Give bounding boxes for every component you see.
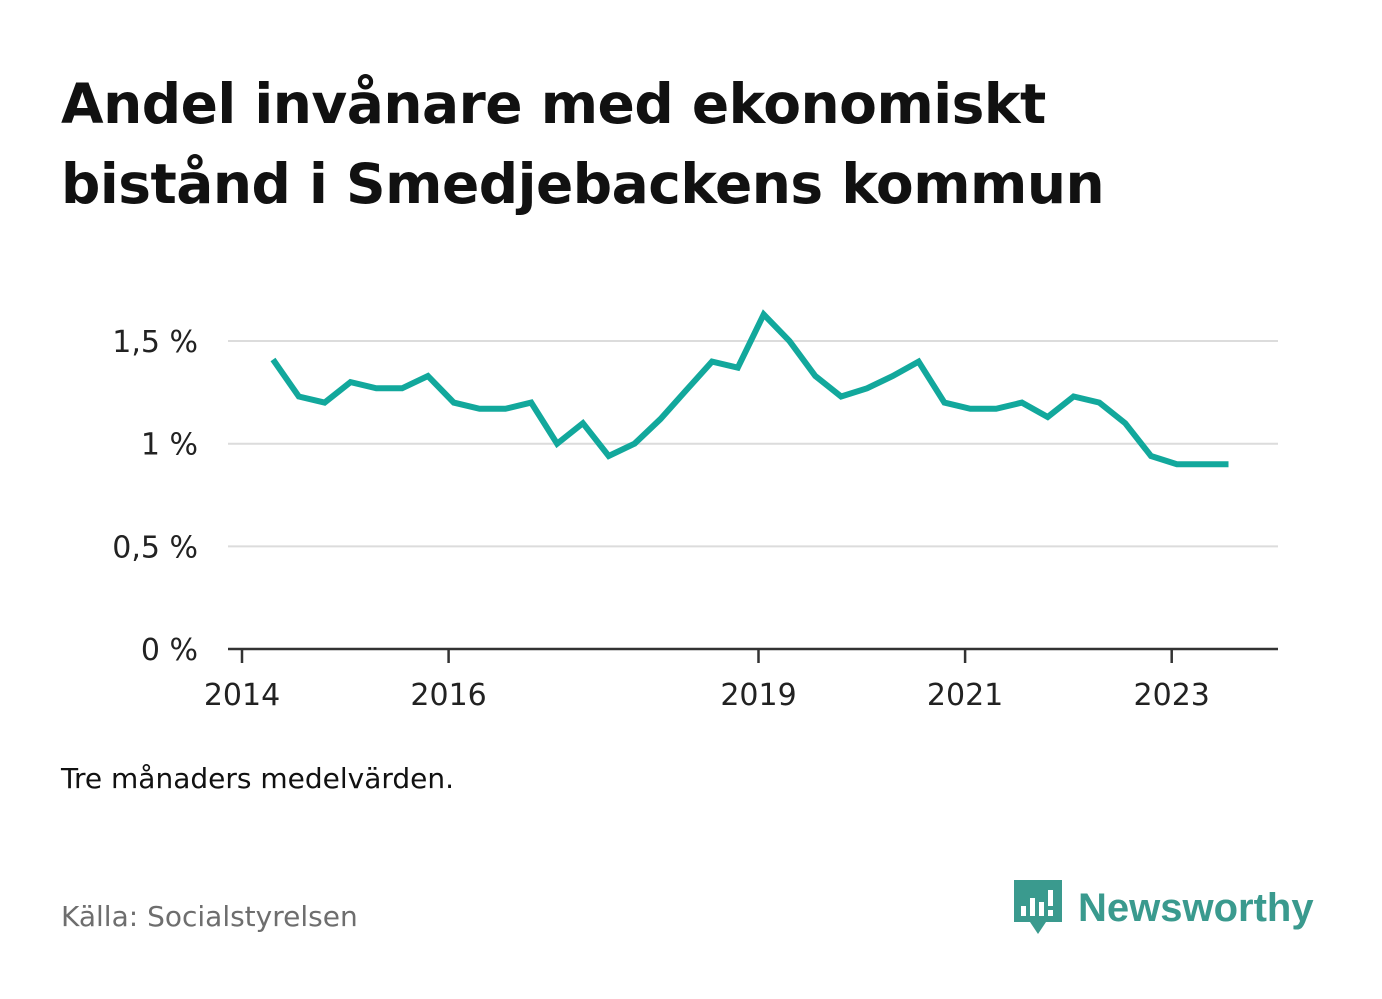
- data-point: [425, 373, 431, 379]
- chart-title-line-2: bistånd i Smedjebackens kommun: [61, 152, 1105, 216]
- data-point: [657, 416, 663, 422]
- data-point: [1226, 461, 1232, 467]
- series-layer: [270, 309, 1232, 468]
- data-point: [1045, 414, 1051, 420]
- data-point: [838, 394, 844, 400]
- data-point: [502, 406, 508, 412]
- data-point: [941, 400, 947, 406]
- data-point: [477, 406, 483, 412]
- data-point: [270, 357, 276, 363]
- x-tick-label: 2016: [410, 678, 486, 713]
- data-point: [1096, 400, 1102, 406]
- data-point: [735, 365, 741, 371]
- y-axis-tick-labels: 0 % 0,5 % 1 % 1,5 %: [112, 325, 198, 668]
- grid-lines: [228, 340, 1278, 548]
- y-tick-label: 0 %: [141, 633, 198, 668]
- data-point: [812, 373, 818, 379]
- data-point: [322, 400, 328, 406]
- data-point: [787, 338, 793, 344]
- y-tick-label: 0,5 %: [112, 530, 198, 565]
- chart-title-line-1: Andel invånare med ekonomiskt: [61, 72, 1046, 136]
- data-point: [864, 385, 870, 391]
- data-point: [993, 406, 999, 412]
- x-tick-label: 2014: [204, 678, 280, 713]
- data-point: [967, 406, 973, 412]
- data-point: [632, 441, 638, 447]
- data-point: [709, 359, 715, 365]
- series-line: [270, 309, 1229, 468]
- data-point: [373, 385, 379, 391]
- source-label: Källa: Socialstyrelsen: [61, 900, 358, 933]
- data-point: [296, 394, 302, 400]
- data-point: [451, 400, 457, 406]
- chart-note: Tre månaders medelvärden.: [61, 762, 455, 795]
- x-axis: [228, 647, 1278, 663]
- data-point: [1200, 461, 1206, 467]
- y-tick-label: 1,5 %: [112, 325, 198, 360]
- data-point: [1174, 461, 1180, 467]
- data-point: [554, 441, 560, 447]
- y-tick-label: 1 %: [141, 428, 198, 463]
- data-point: [683, 387, 689, 393]
- brand-name: Newsworthy: [1078, 885, 1314, 930]
- data-point: [528, 400, 534, 406]
- data-point: [1148, 453, 1154, 459]
- x-tick-label: 2023: [1134, 678, 1210, 713]
- data-point: [606, 453, 612, 459]
- data-point: [1071, 394, 1077, 400]
- newsworthy-logo-icon: [1014, 880, 1062, 934]
- x-tick-label: 2021: [927, 678, 1003, 713]
- data-point: [761, 311, 767, 317]
- chart-title: Andel invånare med ekonomiskt bistånd i …: [61, 64, 1321, 224]
- data-point: [348, 379, 354, 385]
- data-point: [1019, 400, 1025, 406]
- data-point: [399, 385, 405, 391]
- data-point: [916, 359, 922, 365]
- x-tick-label: 2019: [720, 678, 796, 713]
- data-point: [890, 373, 896, 379]
- x-axis-tick-labels: 2014 2016 2019 2021 2023: [204, 678, 1210, 713]
- newsworthy-logo: Newsworthy: [1012, 878, 1314, 938]
- data-point: [1122, 420, 1128, 426]
- data-point: [580, 420, 586, 426]
